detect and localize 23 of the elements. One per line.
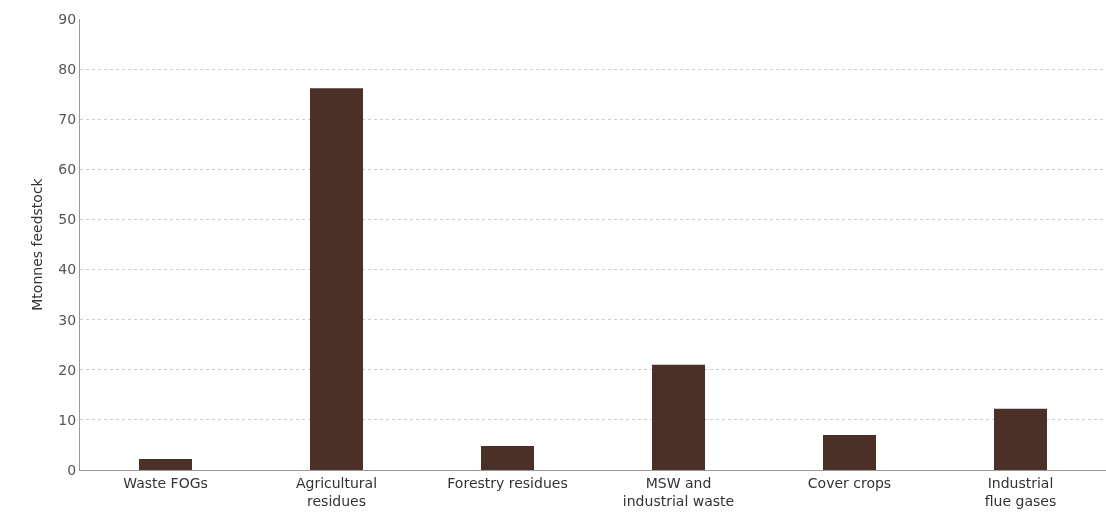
x-tick-label: Forestry residues bbox=[447, 474, 568, 491]
y-tick-label: 20 bbox=[58, 361, 77, 378]
y-tick-label: 50 bbox=[58, 211, 77, 228]
x-tick-label: Cover crops bbox=[807, 474, 892, 491]
y-tick-label: 90 bbox=[58, 10, 77, 27]
x-tick-label: MSW and industrial waste bbox=[622, 474, 735, 509]
y-tick-label: 10 bbox=[58, 411, 77, 428]
bar bbox=[481, 445, 534, 470]
y-tick-label: 0 bbox=[67, 461, 77, 478]
y-axis-title: Mtonnes feedstock bbox=[28, 177, 45, 311]
y-tick-label: 30 bbox=[58, 311, 77, 328]
y-tick-label: 60 bbox=[58, 161, 77, 178]
y-tick-label: 80 bbox=[58, 61, 77, 78]
bar bbox=[994, 408, 1047, 470]
y-tick-label: 40 bbox=[58, 261, 77, 278]
x-tick-label: Waste FOGs bbox=[123, 474, 208, 491]
x-tick-label: Industrial flue gases bbox=[984, 474, 1057, 509]
y-tick-label: 70 bbox=[58, 111, 77, 128]
bar bbox=[823, 434, 877, 470]
bar bbox=[139, 458, 193, 470]
x-tick-label: Agricultural residues bbox=[295, 474, 378, 509]
bar bbox=[652, 364, 706, 470]
bar bbox=[310, 88, 364, 470]
